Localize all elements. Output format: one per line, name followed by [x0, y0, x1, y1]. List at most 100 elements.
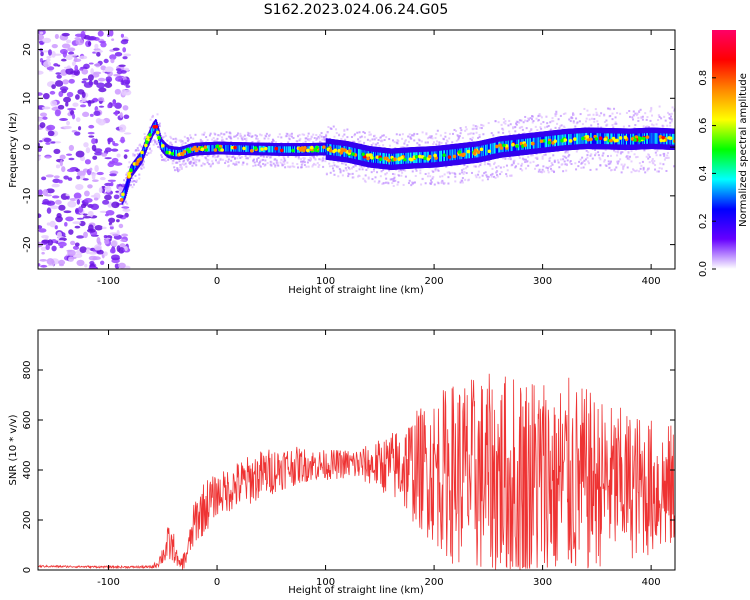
spectrum-halo	[127, 166, 130, 169]
spectrum-halo	[435, 143, 438, 146]
spectrum-halo	[377, 181, 380, 184]
spectrum-halo	[404, 140, 407, 143]
spectrum-halo	[429, 179, 432, 182]
noise-blob	[73, 192, 82, 200]
spectrum-halo	[502, 131, 505, 134]
spectrum-halo	[663, 158, 666, 161]
spectrum-halo	[552, 154, 555, 157]
spectrum-halo	[404, 175, 407, 178]
spectrum-halo	[203, 163, 206, 166]
noise-blob	[74, 33, 84, 38]
spectrum-halo	[372, 142, 375, 145]
spectrum-halo	[598, 156, 601, 159]
spectrum-peak	[476, 150, 481, 154]
spectrum-halo	[651, 158, 654, 161]
spectrum-halo	[425, 132, 428, 135]
spectrum-halo	[350, 136, 353, 139]
spectrum-halo	[157, 145, 160, 148]
noise-blob	[107, 179, 116, 182]
spectrum-halo	[174, 140, 177, 143]
spectrum-halo	[195, 161, 198, 164]
spectrum-halo	[238, 154, 241, 157]
noise-blob	[93, 110, 101, 116]
spectrum-halo	[332, 125, 335, 128]
noise-blob	[71, 113, 76, 120]
spectrum-halo	[482, 133, 485, 136]
colorbar-tick-label: 0.8	[698, 70, 709, 86]
spectrum-halo	[138, 173, 141, 176]
spectrum-halo	[311, 155, 314, 158]
noise-blob	[45, 58, 51, 62]
noise-blob	[94, 224, 103, 231]
spectrum-halo	[383, 181, 386, 184]
spectrum-halo	[415, 169, 418, 172]
spectrum-halo	[344, 163, 347, 166]
noise-blob	[75, 209, 79, 213]
spectrum-halo	[433, 141, 436, 144]
spectrum-halo	[620, 171, 623, 174]
spectrum-halo	[253, 161, 256, 164]
spectrum-halo	[643, 149, 646, 152]
noise-blob	[79, 55, 88, 60]
noise-blob	[103, 58, 109, 64]
spectrum-halo	[258, 162, 261, 165]
spectrum-halo	[633, 153, 636, 156]
spectrum-halo	[152, 143, 155, 146]
spectrum-halo	[438, 141, 441, 144]
spectrum-halo	[259, 164, 262, 167]
noise-blob	[78, 126, 82, 131]
noise-blob	[43, 60, 52, 68]
spectrum-halo	[361, 168, 364, 171]
noise-blob	[51, 183, 60, 188]
spectrum-halo	[456, 164, 459, 167]
spectrum-halo	[414, 181, 417, 184]
spectrum-halo	[625, 111, 628, 114]
spectrum-halo	[632, 169, 635, 172]
spectrum-halo	[263, 137, 266, 140]
spectrum-halo	[459, 132, 462, 135]
spectrum-peak	[145, 140, 149, 144]
spectrum-peak	[645, 135, 650, 139]
spectrum-halo	[609, 162, 612, 165]
spectrum-peak	[242, 146, 246, 151]
spectrum-peak	[302, 148, 306, 153]
spectrum-halo	[414, 167, 417, 170]
spectrum-halo	[161, 136, 164, 139]
noise-blob	[65, 193, 70, 197]
spectrum-halo	[505, 175, 508, 178]
noise-blob	[110, 58, 115, 64]
spectrogram-ytick-label: 0	[22, 144, 33, 150]
spectrum-halo	[456, 134, 459, 137]
spectrum-halo	[490, 132, 493, 135]
noise-blob	[63, 125, 72, 130]
spectrum-halo	[577, 165, 580, 168]
spectrum-halo	[221, 138, 224, 141]
spectrum-halo	[546, 167, 549, 170]
spectrum-halo	[243, 138, 246, 141]
noise-blob	[59, 159, 63, 167]
spectrum-halo	[403, 142, 406, 145]
spectrum-halo	[487, 122, 490, 125]
spectrum-halo	[555, 113, 558, 116]
spectrum-halo	[551, 117, 554, 120]
noise-blob	[55, 72, 62, 75]
spectrum-halo	[428, 136, 431, 139]
spectrum-halo	[309, 158, 312, 161]
spectrum-halo	[274, 165, 277, 168]
spectrum-halo	[385, 177, 388, 180]
spectrum-halo	[486, 178, 489, 181]
spectrum-halo	[614, 121, 617, 124]
spectrum-halo	[280, 136, 283, 139]
spectrum-halo	[324, 157, 327, 160]
spectrum-halo	[237, 132, 240, 135]
noise-blob	[41, 50, 50, 53]
spectrum-peak	[661, 135, 665, 140]
spectrum-halo	[578, 160, 581, 163]
spectrum-halo	[647, 157, 650, 160]
spectrum-halo	[343, 128, 346, 131]
spectrum-halo	[543, 154, 546, 157]
spectrum-halo	[670, 118, 673, 121]
snr-xtick-label: 400	[642, 577, 661, 588]
spectrum-halo	[651, 159, 654, 162]
noise-blob	[72, 245, 80, 250]
